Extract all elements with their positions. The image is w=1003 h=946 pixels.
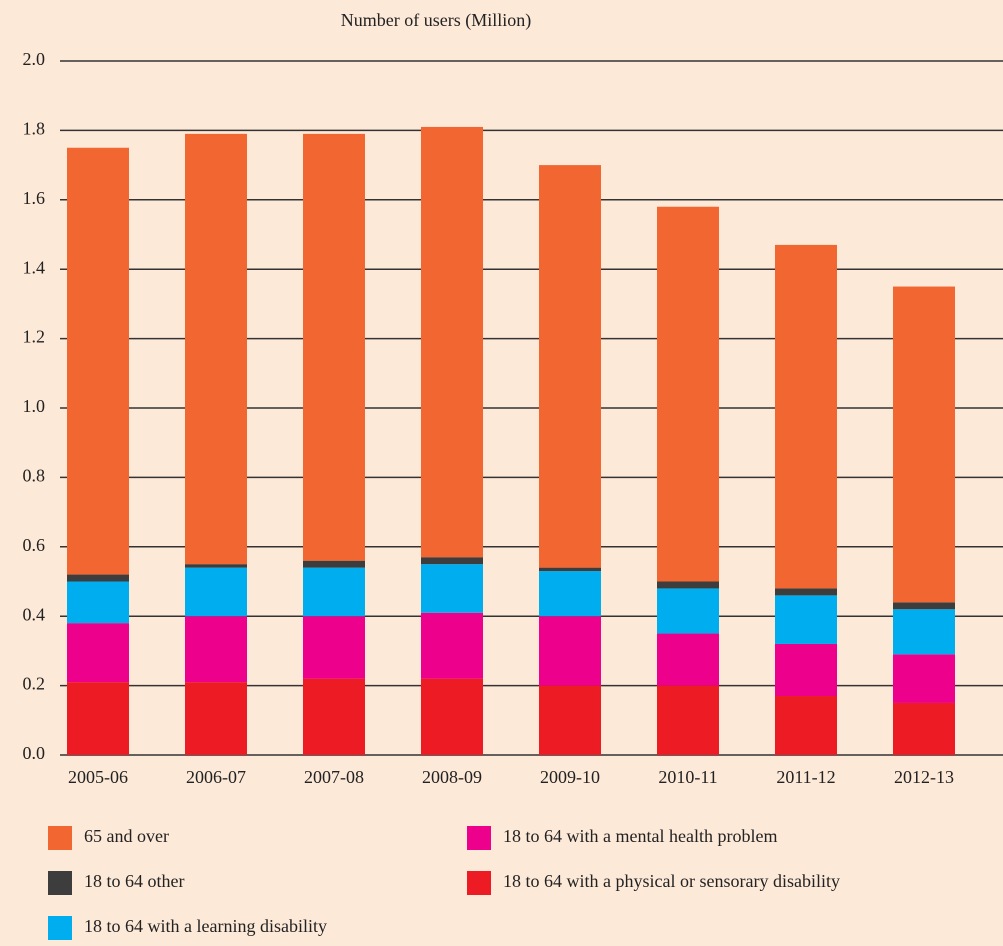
bar-segment: [539, 685, 601, 755]
x-tick-label: 2007-08: [304, 767, 364, 787]
bar-segment: [67, 623, 129, 683]
bar-segment: [893, 654, 955, 703]
bar-segment: [421, 678, 483, 755]
bar-segment: [303, 133, 365, 561]
legend-label: 18 to 64 with a learning disability: [84, 916, 327, 936]
x-tick-label: 2009-10: [540, 767, 600, 787]
bar-segment: [775, 595, 837, 644]
bar-segment: [67, 147, 129, 575]
bar-segment: [893, 602, 955, 610]
y-tick-label: 1.0: [23, 396, 46, 416]
bar-segment: [185, 616, 247, 683]
bar-segment: [185, 133, 247, 565]
bar-segment: [775, 244, 837, 589]
bar-segment: [185, 567, 247, 617]
bar-segment: [539, 616, 601, 686]
bar-segment: [421, 126, 483, 558]
bar-segment: [893, 702, 955, 755]
bar-segment: [539, 567, 601, 572]
legend-label: 18 to 64 with a physical or sensorary di…: [503, 871, 840, 891]
bar-segment: [185, 682, 247, 755]
y-tick-label: 0.8: [23, 466, 46, 486]
bar-segment: [775, 588, 837, 596]
y-tick-label: 1.4: [23, 257, 46, 277]
bar-segment: [657, 633, 719, 686]
y-tick-label: 0.0: [23, 743, 46, 763]
chart-title: Number of users (Million): [341, 10, 531, 31]
bar-segment: [657, 685, 719, 755]
legend-swatch: [48, 871, 72, 895]
y-tick-label: 0.4: [23, 604, 46, 624]
bar-segment: [657, 588, 719, 634]
bar-segment: [421, 557, 483, 565]
legend-label: 18 to 64 with a mental health problem: [503, 826, 777, 846]
bar-segment: [421, 612, 483, 679]
bar-segment: [657, 581, 719, 589]
y-tick-label: 1.8: [23, 119, 46, 139]
bar-segment: [303, 616, 365, 679]
bar-segment: [893, 609, 955, 655]
legend-swatch: [467, 826, 491, 850]
y-tick-label: 1.2: [23, 327, 46, 347]
y-tick-label: 0.6: [23, 535, 46, 555]
y-tick-label: 0.2: [23, 674, 46, 694]
bar-segment: [539, 165, 601, 568]
bar-segment: [303, 678, 365, 755]
x-tick-label: 2008-09: [422, 767, 482, 787]
bar-segment: [303, 567, 365, 617]
x-tick-label: 2011-12: [776, 767, 835, 787]
bar-segment: [539, 571, 601, 617]
bar-segment: [67, 574, 129, 582]
legend-swatch: [48, 826, 72, 850]
y-tick-label: 2.0: [23, 49, 46, 69]
bar-segment: [421, 564, 483, 613]
bar-segment: [775, 643, 837, 697]
x-tick-label: 2010-11: [658, 767, 717, 787]
y-tick-label: 1.6: [23, 188, 46, 208]
legend-label: 65 and over: [84, 826, 169, 846]
legend-swatch: [467, 871, 491, 895]
bar-segment: [67, 581, 129, 624]
legend-swatch: [48, 916, 72, 940]
x-tick-label: 2006-07: [186, 767, 246, 787]
legend-label: 18 to 64 other: [84, 871, 185, 891]
x-tick-label: 2012-13: [894, 767, 954, 787]
bar-segment: [303, 560, 365, 568]
bar-segment: [67, 682, 129, 755]
bar-segment: [657, 206, 719, 582]
bar-segment: [185, 564, 247, 568]
bar-segment: [893, 286, 955, 603]
x-tick-label: 2005-06: [68, 767, 128, 787]
bar-segment: [775, 696, 837, 755]
